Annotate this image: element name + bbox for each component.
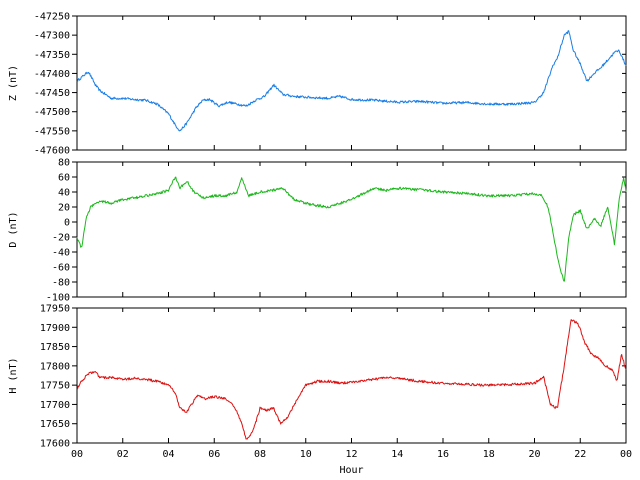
- x-tick-label: 16: [437, 449, 449, 460]
- y-tick-label-z: -47400: [34, 69, 70, 80]
- y-tick-label-h: 17800: [40, 361, 70, 372]
- y-tick-label-d: 60: [58, 173, 70, 184]
- x-tick-label: 06: [208, 449, 220, 460]
- panel-frame-d: [76, 161, 627, 298]
- x-tick-label: 12: [345, 449, 357, 460]
- series-line-z: [76, 30, 627, 132]
- y-tick-label-z: -47550: [34, 126, 70, 137]
- y-axis-title-z: Z (nT): [8, 65, 19, 101]
- x-axis-title: Hour: [339, 465, 363, 476]
- x-tick-label: 00: [71, 449, 83, 460]
- x-tick-label: 02: [117, 449, 129, 460]
- y-tick-label-d: 20: [58, 203, 70, 214]
- y-tick-label-z: -47500: [34, 107, 70, 118]
- series-line-h: [76, 319, 627, 440]
- y-axis-title-d: D (nT): [8, 211, 19, 247]
- y-tick-label-h: 17900: [40, 323, 70, 334]
- y-tick-label-d: -40: [52, 248, 70, 259]
- y-tick-label-z: -47300: [34, 31, 70, 42]
- x-tick-label: 20: [528, 449, 540, 460]
- series-line-d: [76, 176, 627, 282]
- x-tick-label: 04: [162, 449, 174, 460]
- y-tick-label-d: 0: [64, 218, 70, 229]
- y-tick-label-d: -60: [52, 263, 70, 274]
- y-tick-label-d: -100: [46, 293, 70, 304]
- x-tick-label: 08: [254, 449, 266, 460]
- y-tick-label-z: -47250: [34, 12, 70, 23]
- x-tick-label: 22: [574, 449, 586, 460]
- y-tick-label-h: 17600: [40, 439, 70, 450]
- y-tick-label-z: -47600: [34, 146, 70, 157]
- y-tick-label-h: 17650: [40, 419, 70, 430]
- y-tick-label-h: 17700: [40, 400, 70, 411]
- y-tick-label-d: -80: [52, 278, 70, 289]
- y-tick-label-z: -47450: [34, 88, 70, 99]
- x-tick-label: 10: [300, 449, 312, 460]
- x-tick-label: 14: [391, 449, 403, 460]
- y-tick-label-h: 17950: [40, 304, 70, 315]
- y-axis-title-h: H (nT): [8, 357, 19, 393]
- x-tick-label: 00: [620, 449, 632, 460]
- panel-frame-h: [76, 307, 627, 444]
- y-tick-label-d: -20: [52, 233, 70, 244]
- y-tick-label-z: -47350: [34, 50, 70, 61]
- y-tick-label-d: 80: [58, 158, 70, 169]
- y-tick-label-h: 17750: [40, 381, 70, 392]
- y-tick-label-d: 40: [58, 188, 70, 199]
- y-tick-label-h: 17850: [40, 342, 70, 353]
- panel-frame-z: [76, 15, 627, 151]
- x-tick-label: 18: [483, 449, 495, 460]
